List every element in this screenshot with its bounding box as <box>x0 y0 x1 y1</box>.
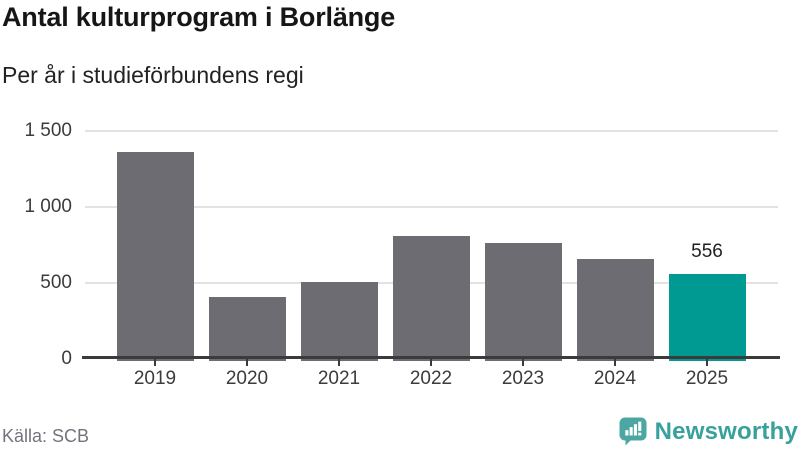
bar-value-label-2025: 556 <box>691 241 723 263</box>
bar-2025 <box>668 274 746 361</box>
bar-2021 <box>300 282 378 361</box>
bar-chart-speech-bubble-icon <box>619 417 647 445</box>
gridline-1000 <box>85 205 778 208</box>
x-tick-2023 <box>522 359 524 366</box>
bar-2024 <box>576 259 654 361</box>
x-tick-label-2025: 2025 <box>685 368 729 389</box>
x-tick-label-2024: 2024 <box>593 368 637 389</box>
x-tick-label-2021: 2021 <box>317 368 361 389</box>
x-tick-2020 <box>246 359 248 366</box>
source-label: Källa: SCB <box>2 426 90 446</box>
chart-title: Antal kulturprogram i Borlänge <box>2 2 396 32</box>
y-tick-label-0: 0 <box>61 348 72 369</box>
bar-2019 <box>116 151 194 361</box>
y-tick-label-500: 500 <box>40 271 72 293</box>
x-tick-2019 <box>154 359 156 366</box>
y-tick-label-1000: 1 000 <box>24 195 72 217</box>
x-tick-2022 <box>430 359 432 366</box>
bar-2020 <box>208 296 286 361</box>
gridline-1500 <box>85 129 778 132</box>
y-tick-label-1500: 1 500 <box>24 119 72 141</box>
newsworthy-wordmark: Newsworthy <box>654 417 798 445</box>
x-tick-label-2019: 2019 <box>133 368 177 389</box>
bar-2022 <box>392 235 470 361</box>
x-axis-line <box>82 356 780 359</box>
x-tick-2024 <box>614 359 616 366</box>
bar-2023 <box>484 243 562 361</box>
chart-subtitle: Per år i studieförbundens regi <box>2 62 304 88</box>
x-tick-label-2022: 2022 <box>409 368 453 389</box>
newsworthy-logo[interactable]: Newsworthy <box>619 415 798 447</box>
x-tick-label-2023: 2023 <box>501 368 545 389</box>
x-tick-2025 <box>706 359 708 366</box>
x-tick-label-2020: 2020 <box>225 368 269 389</box>
x-tick-2021 <box>338 359 340 366</box>
